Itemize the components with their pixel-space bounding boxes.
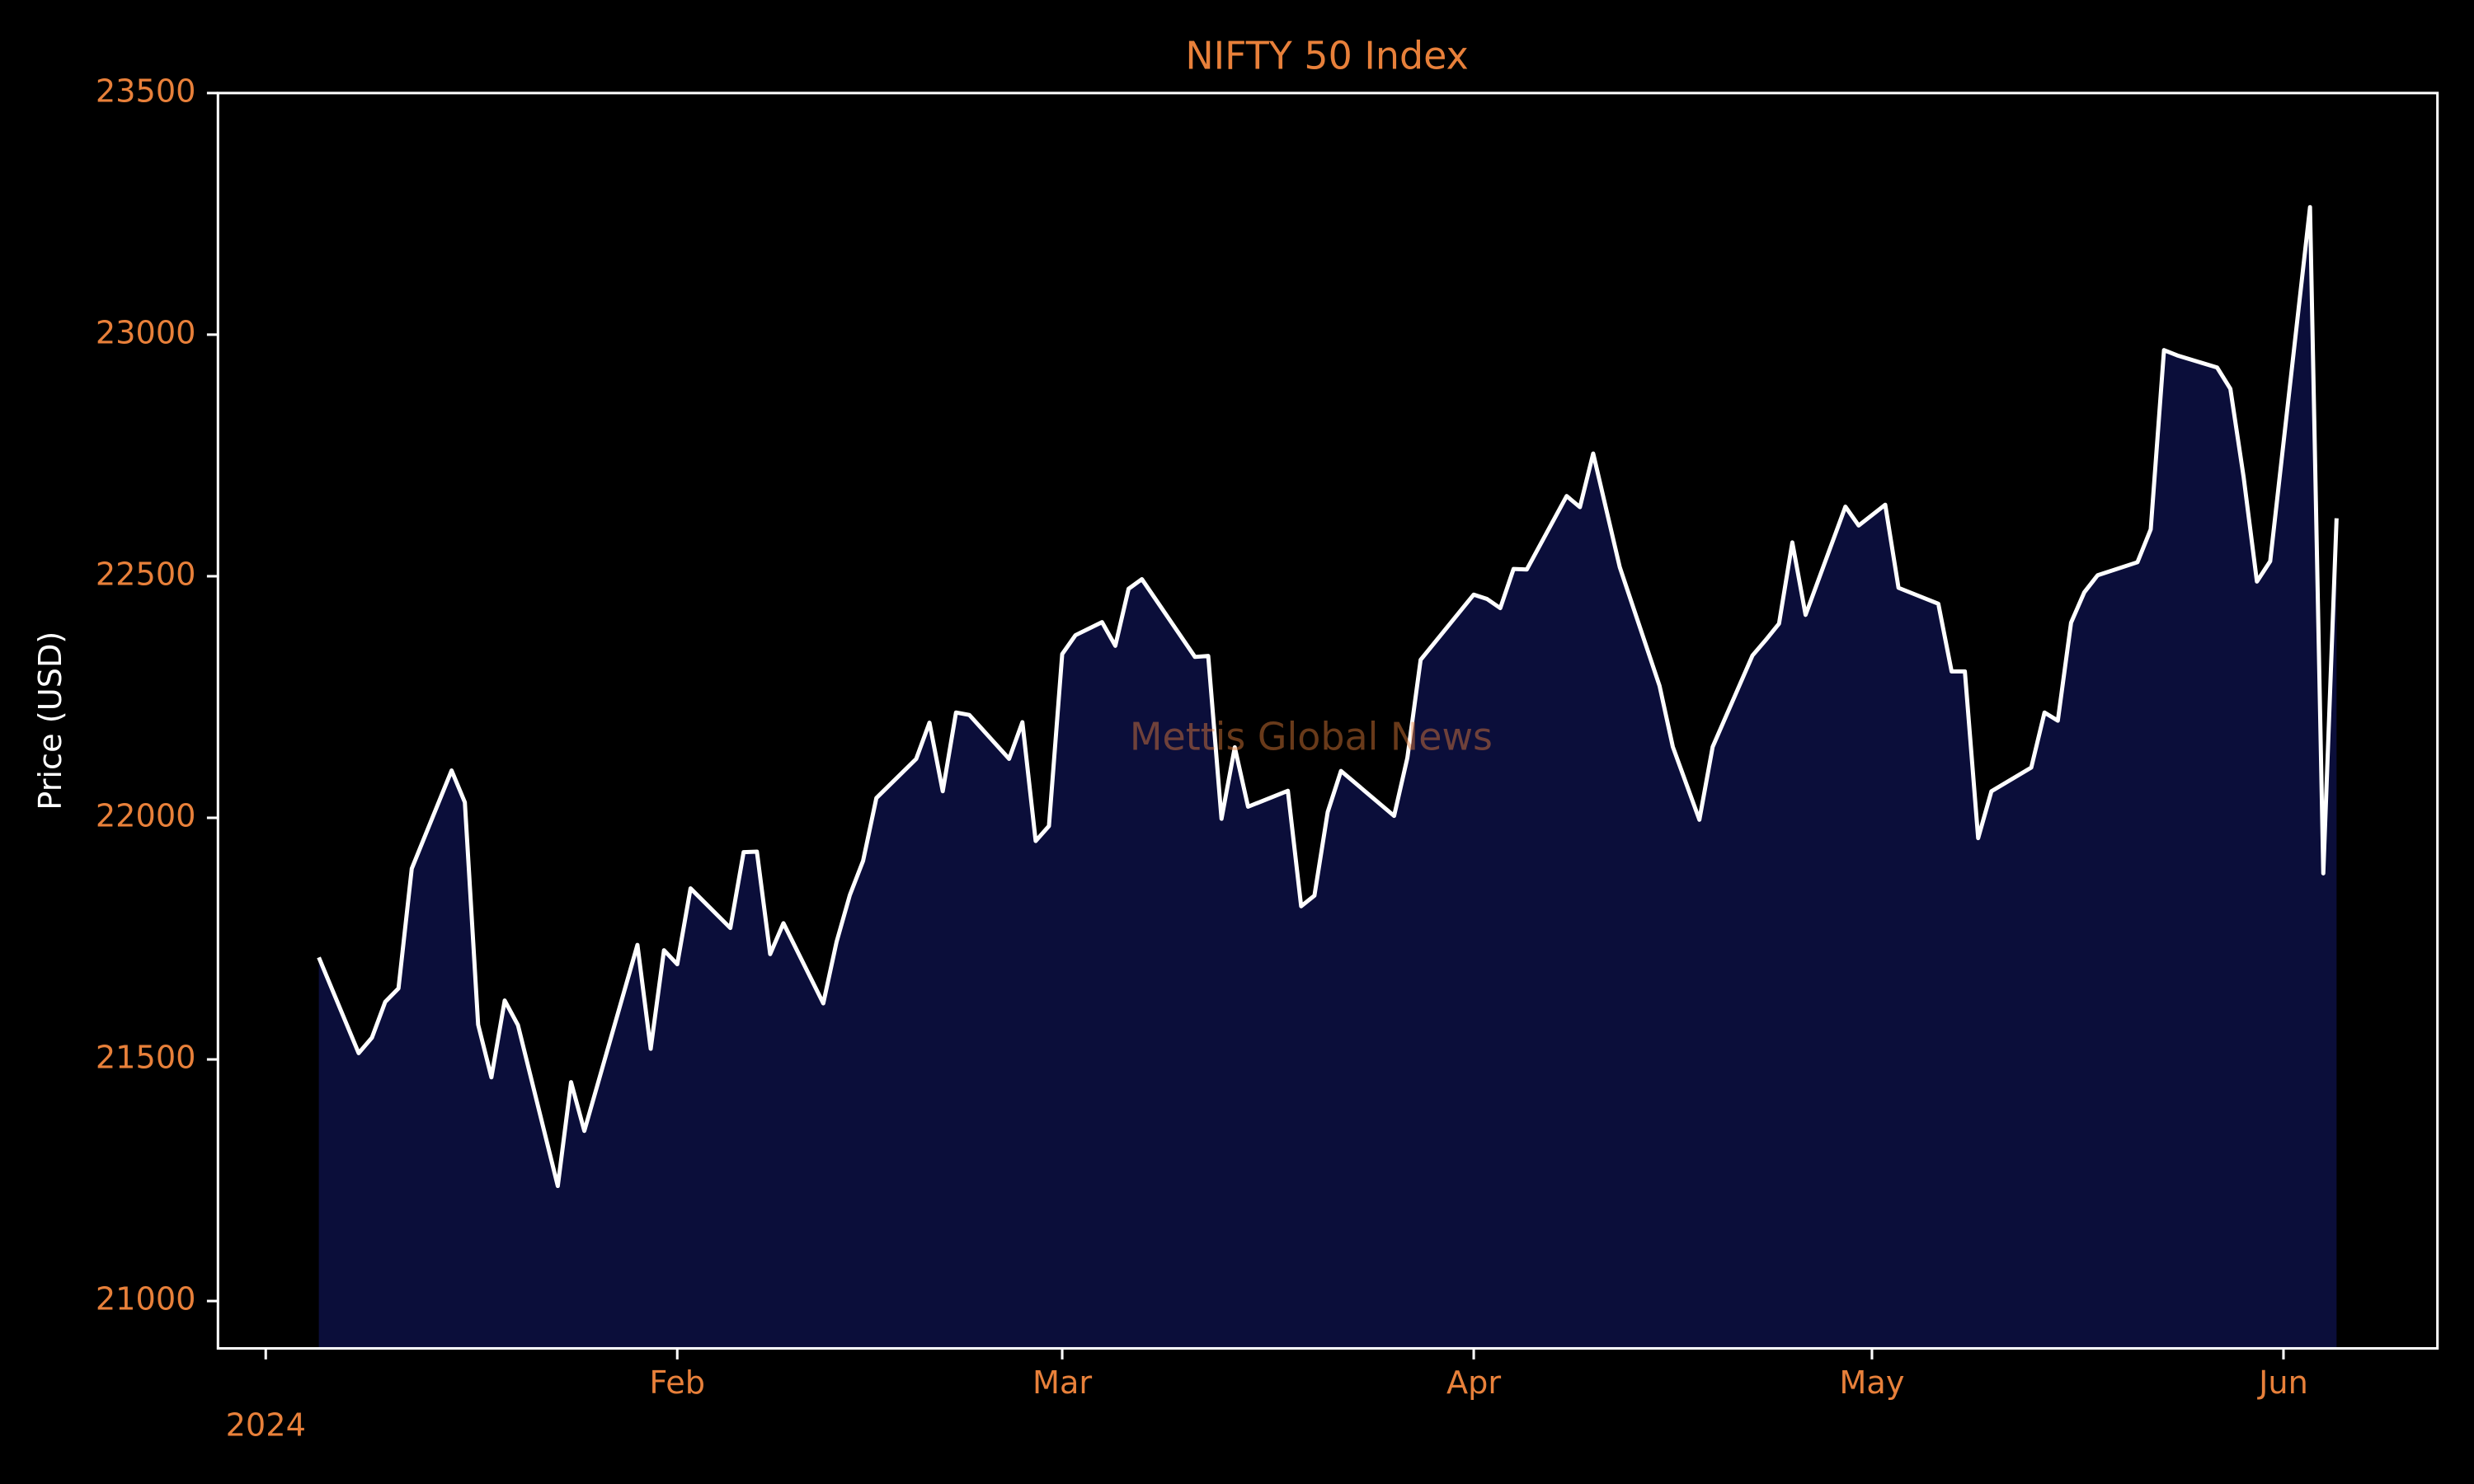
x-tick-label: Apr <box>1446 1364 1501 1402</box>
price-line <box>317 204 2339 1189</box>
x-tick-label: Feb <box>649 1364 705 1402</box>
area-fill <box>318 207 2337 1349</box>
x-tick-label: May <box>1839 1364 1904 1402</box>
y-tick-label: 23500 <box>96 73 196 110</box>
y-tick-label: 21500 <box>96 1040 196 1077</box>
x-tick-label: Jun <box>2257 1364 2308 1402</box>
chart-title: NIFTY 50 Index <box>1185 33 1468 77</box>
y-tick-label: 22000 <box>96 797 196 834</box>
y-axis-label: Price (USD) <box>32 632 69 810</box>
y-tick-label: 21000 <box>96 1281 196 1318</box>
axes-frame <box>216 92 2439 1350</box>
watermark: Mettis Global News <box>1130 715 1493 759</box>
y-tick-label: 23000 <box>96 314 196 351</box>
y-tick-label: 22500 <box>96 556 196 593</box>
x-tick-label: Mar <box>1032 1364 1092 1402</box>
x-tick-label: 2024 <box>226 1407 306 1444</box>
